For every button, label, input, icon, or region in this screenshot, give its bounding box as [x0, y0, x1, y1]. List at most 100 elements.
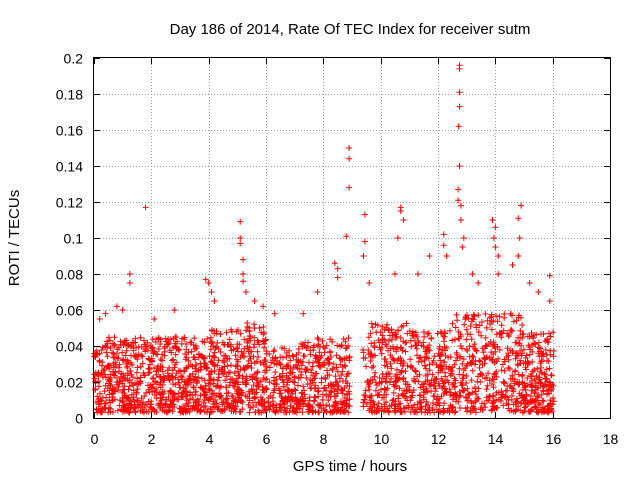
data-point	[403, 339, 410, 346]
data-point	[535, 392, 542, 399]
data-point	[346, 184, 353, 191]
data-point	[491, 373, 498, 380]
data-point	[288, 395, 295, 402]
data-point	[368, 340, 375, 347]
data-point	[134, 356, 141, 363]
data-point	[539, 353, 546, 360]
data-point	[310, 408, 317, 415]
data-point	[414, 409, 421, 416]
data-point	[389, 397, 396, 404]
data-point	[410, 332, 417, 339]
data-point	[437, 408, 444, 415]
data-point	[116, 364, 123, 371]
data-point	[441, 400, 448, 407]
data-point	[296, 403, 303, 410]
data-point	[107, 362, 114, 369]
data-point	[119, 307, 126, 313]
data-point	[135, 397, 142, 404]
data-point	[402, 348, 409, 355]
data-point	[179, 373, 186, 380]
data-point	[440, 338, 447, 345]
data-point	[310, 372, 317, 379]
data-point	[489, 406, 496, 413]
data-point	[436, 353, 443, 360]
data-point	[167, 390, 174, 397]
data-point	[217, 393, 224, 400]
data-point	[326, 403, 333, 410]
data-point	[331, 393, 338, 400]
data-point	[258, 397, 265, 404]
data-point	[410, 387, 417, 394]
data-point	[338, 404, 345, 411]
data-point	[189, 363, 196, 370]
data-point	[133, 381, 140, 388]
data-point	[321, 349, 328, 356]
data-point	[246, 352, 253, 359]
data-point	[519, 372, 526, 379]
data-point	[550, 395, 557, 402]
data-point	[140, 369, 147, 376]
data-point	[514, 361, 521, 368]
data-point	[115, 354, 122, 361]
data-point	[488, 381, 495, 388]
data-point	[521, 384, 528, 391]
data-point	[477, 406, 484, 413]
data-point	[384, 407, 391, 414]
data-point	[318, 379, 325, 386]
data-point	[504, 387, 511, 394]
y-tick-label: 0.18	[56, 87, 83, 103]
data-point	[453, 311, 460, 318]
data-point	[197, 408, 204, 415]
data-point	[458, 382, 465, 389]
data-point	[417, 354, 424, 361]
data-point	[484, 317, 491, 324]
data-point	[155, 346, 162, 353]
data-point	[365, 334, 372, 341]
data-point	[195, 367, 202, 374]
data-point	[335, 383, 342, 390]
data-point	[317, 363, 324, 370]
data-point	[422, 365, 429, 372]
data-point	[539, 397, 546, 404]
data-point	[279, 365, 286, 372]
data-point	[102, 405, 109, 412]
data-point	[517, 357, 524, 364]
data-point	[368, 364, 375, 371]
data-point	[280, 383, 287, 390]
data-point	[372, 379, 379, 386]
chart-title: Day 186 of 2014, Rate Of TEC Index for r…	[170, 21, 531, 38]
data-point	[173, 334, 180, 341]
data-point	[121, 403, 128, 410]
data-point	[262, 357, 269, 364]
data-point	[452, 383, 459, 390]
data-point	[550, 398, 557, 405]
data-point	[407, 397, 414, 404]
data-point	[460, 356, 467, 363]
data-point	[248, 387, 255, 394]
data-point	[386, 403, 393, 410]
data-point	[183, 388, 190, 395]
data-point	[172, 374, 179, 381]
data-point	[423, 398, 430, 405]
data-point	[190, 354, 197, 361]
data-point	[275, 408, 282, 415]
data-point	[185, 357, 192, 364]
data-point	[500, 402, 507, 409]
data-point	[368, 397, 375, 404]
data-point	[489, 393, 496, 400]
data-point	[447, 389, 454, 396]
data-point	[188, 339, 195, 346]
data-point	[105, 409, 112, 416]
data-point	[185, 400, 192, 407]
data-point	[145, 365, 152, 372]
data-point	[442, 352, 449, 359]
data-point	[508, 396, 515, 403]
data-point	[210, 380, 217, 387]
data-point	[134, 364, 141, 371]
data-point	[240, 278, 247, 285]
y-tick-label: 0.1	[64, 231, 84, 247]
data-point	[118, 370, 125, 377]
data-point	[170, 356, 177, 363]
data-point	[478, 319, 485, 326]
